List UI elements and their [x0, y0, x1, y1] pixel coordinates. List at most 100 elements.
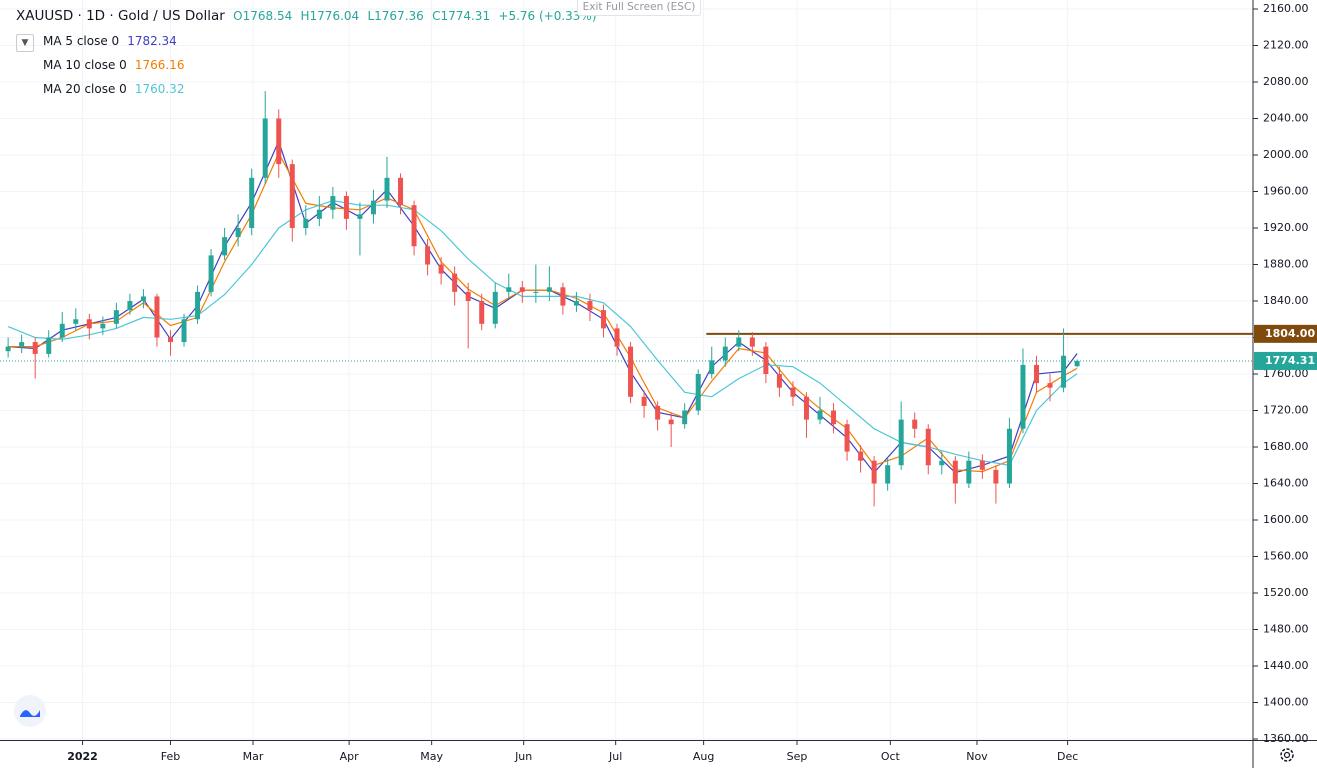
price-axis-bg	[1253, 0, 1317, 768]
candle-body	[289, 164, 295, 228]
candle-body	[993, 469, 999, 484]
candle-body	[398, 177, 404, 206]
indicator-value: 1766.16	[134, 58, 185, 72]
candle-body	[1074, 360, 1080, 367]
indicator-name: MA 20 close 0	[43, 82, 127, 96]
indicator-value: 1782.34	[127, 34, 177, 48]
candle-body	[871, 460, 877, 484]
candle-body	[86, 319, 92, 329]
logo	[14, 695, 46, 727]
candle-body	[316, 209, 322, 219]
candle-body	[195, 291, 201, 320]
x-tick-label: Mar	[243, 750, 264, 763]
candle-body	[1061, 355, 1067, 388]
candle-body	[5, 346, 11, 352]
y-tick-label: 1760.00	[1263, 367, 1309, 380]
candle-body	[181, 319, 187, 343]
y-tick-label: 1600.00	[1263, 513, 1309, 526]
candle-body	[628, 346, 634, 397]
candle-body	[113, 310, 119, 324]
y-tick-label: 1920.00	[1263, 221, 1309, 234]
candle-body	[452, 273, 458, 292]
y-tick-label: 1360.00	[1263, 732, 1309, 745]
symbol-title: XAUUSD · 1D · Gold / US Dollar	[16, 8, 225, 24]
x-tick-label: Nov	[966, 750, 988, 763]
candle-body	[343, 196, 349, 219]
candle-body	[776, 374, 782, 388]
candle-body	[1033, 364, 1039, 384]
x-tick-label: Sep	[787, 750, 808, 763]
last-price-label: 1774.31	[1265, 354, 1315, 367]
indicator-legend-item: MA 20 close 0 1760.32	[43, 82, 184, 96]
x-tick-label: 2022	[67, 750, 98, 763]
candle-body	[844, 424, 850, 452]
ohlc-open: O1768.54	[233, 9, 293, 23]
candle-body	[763, 346, 769, 374]
candle-body	[912, 419, 918, 429]
candle-body	[519, 287, 525, 292]
candle-body	[100, 323, 106, 329]
candle-body	[411, 205, 417, 247]
candle-body	[384, 177, 390, 201]
candle-body	[925, 428, 931, 466]
y-tick-label: 2080.00	[1263, 75, 1309, 88]
last-price-box	[1254, 351, 1317, 370]
y-tick-label: 1680.00	[1263, 440, 1309, 453]
y-tick-label: 2160.00	[1263, 2, 1309, 15]
candle-body	[939, 460, 945, 466]
candle-body	[506, 287, 512, 292]
candle-body	[208, 255, 214, 292]
candle-body	[709, 360, 715, 374]
x-tick-label: Feb	[161, 750, 180, 763]
y-tick-label: 1440.00	[1263, 659, 1309, 672]
candle-body	[19, 342, 25, 347]
ohlc-close: C1774.31	[432, 9, 491, 23]
candle-body	[492, 291, 498, 324]
settings-icon[interactable]	[1280, 748, 1294, 762]
candle-body	[1020, 364, 1026, 429]
indicator-legend-item: MA 10 close 0 1766.16	[43, 58, 184, 72]
y-tick-label: 2040.00	[1263, 112, 1309, 125]
candle-body	[682, 410, 688, 425]
candle-body	[235, 228, 241, 238]
candle-body	[167, 337, 173, 343]
ohlc-change: +5.76 (+0.33%)	[498, 9, 597, 23]
candle-body	[641, 396, 647, 406]
exit-fullscreen-button[interactable]: Exit Full Screen (ESC)	[577, 0, 701, 16]
indicator-value: 1760.32	[134, 82, 185, 96]
candle-body	[614, 328, 620, 347]
candle-body	[817, 410, 823, 420]
candle-body	[127, 301, 133, 311]
candle-body	[533, 291, 539, 293]
candle-body	[668, 419, 674, 425]
x-tick-label: Oct	[881, 750, 901, 763]
candle-body	[979, 460, 985, 470]
candle-body	[303, 218, 309, 228]
candle-body	[32, 342, 38, 354]
indicator-name: MA 5 close 0	[43, 34, 120, 48]
y-tick-label: 2120.00	[1263, 39, 1309, 52]
indicator-legend-item: MA 5 close 0 1782.34	[43, 34, 177, 48]
candle-body	[695, 374, 701, 411]
y-tick-label: 1400.00	[1263, 696, 1309, 709]
legend-toggle[interactable]: ▼	[16, 34, 34, 52]
level-price-box	[1254, 324, 1317, 343]
y-tick-label: 2000.00	[1263, 148, 1309, 161]
candle-body	[600, 310, 606, 329]
candle-body	[330, 196, 336, 210]
candle-body	[1006, 428, 1012, 484]
x-tick-label: Dec	[1057, 750, 1078, 763]
candle-body	[1047, 383, 1053, 388]
candle-body	[73, 319, 79, 324]
candle-body	[560, 287, 566, 306]
y-tick-label: 1480.00	[1263, 623, 1309, 636]
candle-body	[749, 337, 755, 347]
candle-body	[425, 246, 431, 265]
y-tick-label: 1520.00	[1263, 586, 1309, 599]
candle-body	[276, 118, 282, 165]
candle-body	[46, 337, 52, 354]
y-tick-label: 1640.00	[1263, 477, 1309, 490]
ohlc-high: H1776.04	[300, 9, 360, 23]
